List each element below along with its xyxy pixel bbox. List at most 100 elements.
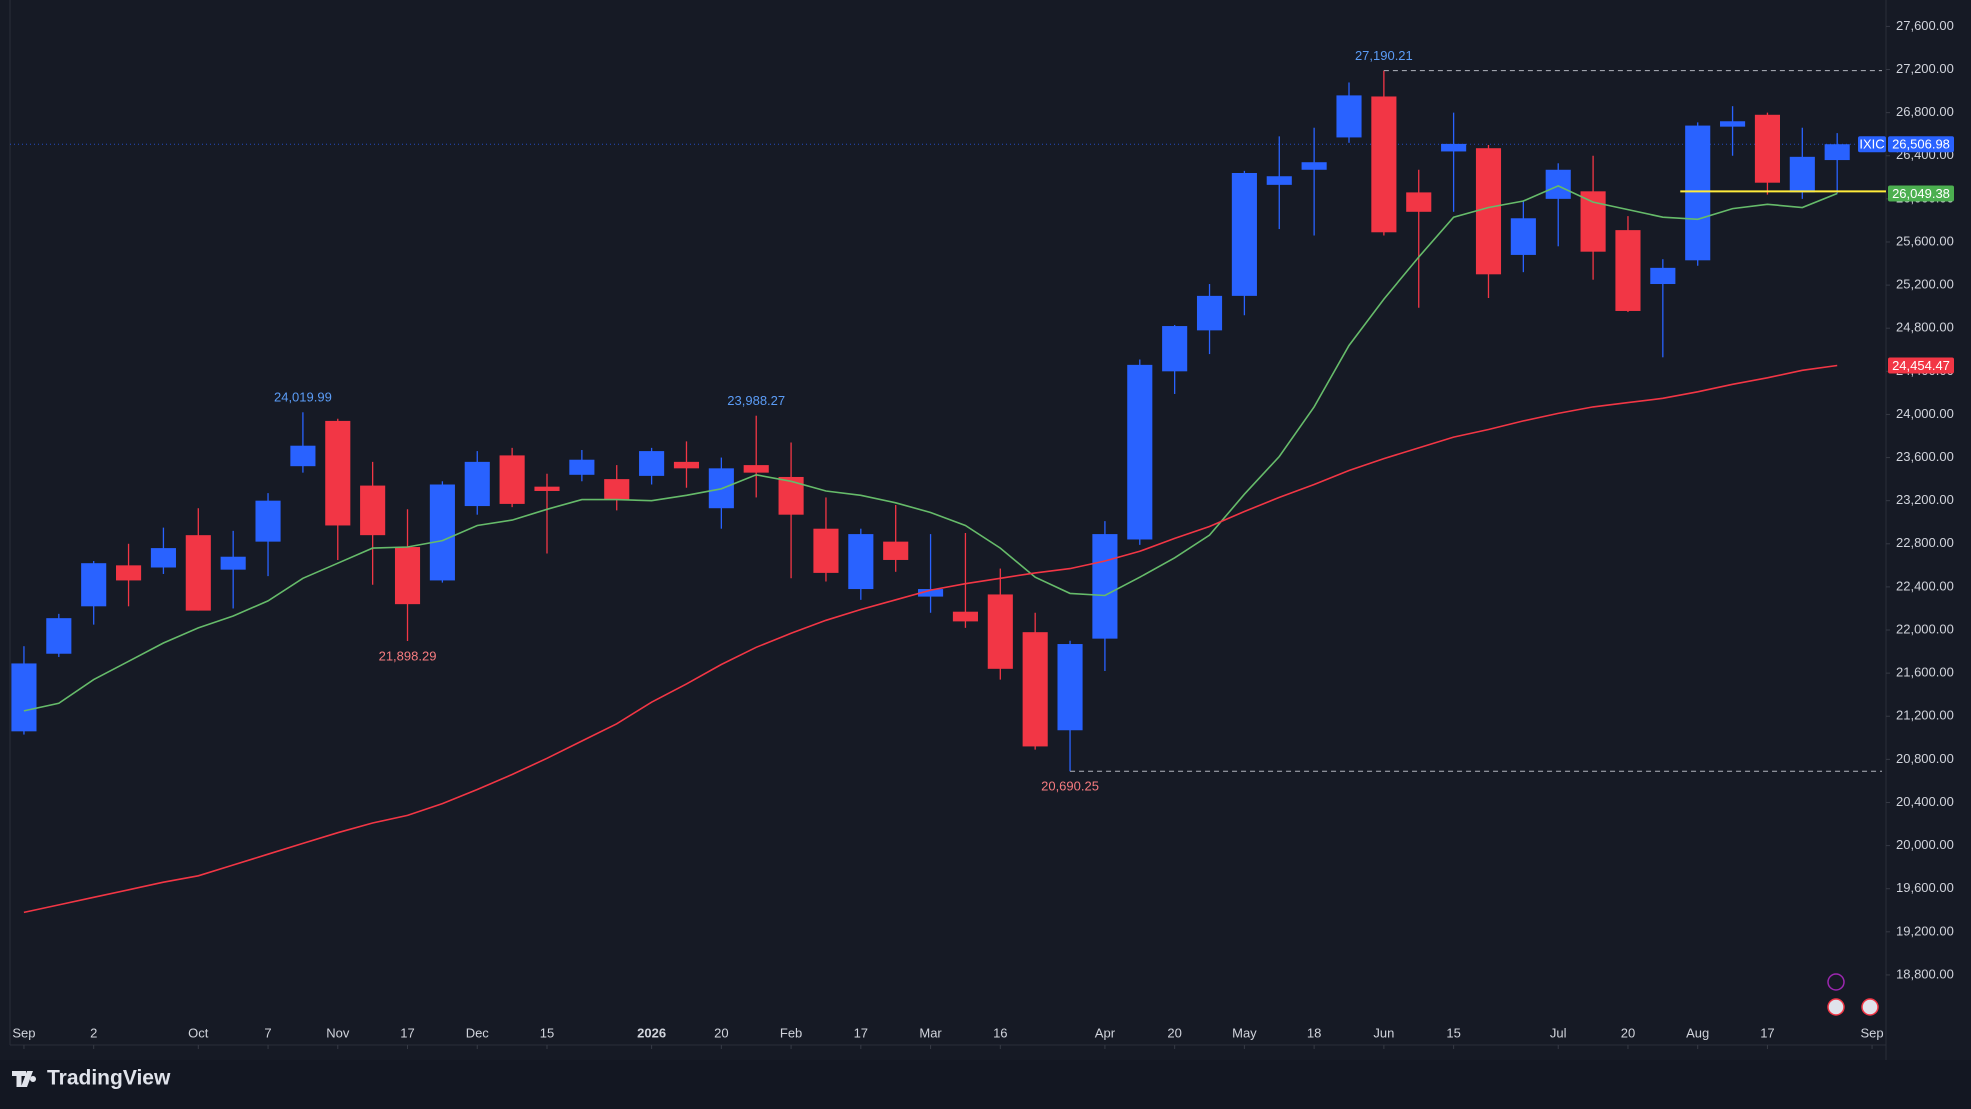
candle-body [1615,230,1641,311]
candle-body [987,594,1013,669]
x-tick-label: Dec [466,1025,490,1040]
y-tick-label: 19,600.00 [1896,880,1954,895]
candle-body [1196,295,1223,331]
price-annotation: 23,988.27 [727,393,785,408]
candle-body [1720,121,1746,127]
price-annotation: 20,690.25 [1041,779,1099,794]
y-tick-label: 21,600.00 [1896,665,1954,680]
y-tick-label: 20,800.00 [1896,751,1954,766]
candle-body [150,548,176,568]
candle-body [1022,632,1048,747]
candle-body [429,484,455,581]
x-tick-label: 20 [714,1025,728,1040]
candle-body [185,535,211,611]
event-icon[interactable] [1861,998,1879,1016]
candle-body [1789,156,1815,193]
y-tick-label: 18,800.00 [1896,966,1954,981]
candle-body [1475,148,1502,275]
candle-body [1406,192,1432,212]
candle-body [813,528,839,573]
x-tick-label: 20 [1621,1025,1635,1040]
x-tick-label: Sep [1860,1025,1883,1040]
y-tick-label: 22,400.00 [1896,578,1954,593]
candle-body [778,476,804,515]
candle-body [116,565,142,581]
x-tick-label: Jun [1373,1025,1394,1040]
candle-body [918,589,944,597]
price-tag-label: 26,506.98 [1892,137,1950,152]
x-tick-label: Jul [1550,1025,1567,1040]
moving-average [23,185,1838,712]
candle-body [360,485,386,536]
candle-body [325,420,351,526]
price-tag-label: 24,454.47 [1892,358,1950,373]
x-tick-label: 15 [540,1025,554,1040]
candle-body [848,534,874,590]
y-tick-label: 20,000.00 [1896,837,1954,852]
candle-body [1301,162,1327,170]
candle-body [1545,169,1571,199]
candle-body [394,547,421,605]
x-tick-label: 2 [90,1025,97,1040]
candle-body [1650,267,1676,285]
price-annotation: 24,019.99 [274,390,332,405]
y-tick-label: 25,200.00 [1896,277,1954,292]
candle-body [673,461,700,469]
y-tick-label: 22,800.00 [1896,535,1954,550]
y-tick-label: 27,600.00 [1896,18,1954,33]
price-tag [1888,185,1954,202]
candle-body [1127,364,1153,540]
candle-body [1162,326,1188,372]
event-icon[interactable] [1827,973,1845,991]
candle-body [1441,143,1467,152]
y-tick-label: 20,400.00 [1896,794,1954,809]
candle-body [569,459,595,475]
x-tick-label: 20 [1167,1025,1181,1040]
candle-body [1371,96,1397,233]
event-icon[interactable] [1827,998,1845,1016]
y-tick-label: 27,200.00 [1896,61,1954,76]
price-tag-label: 26,049.38 [1892,186,1950,201]
candle-body [952,611,978,622]
y-tick-label: 23,200.00 [1896,492,1954,507]
candle-body [464,461,490,507]
x-tick-label: 17 [1760,1025,1774,1040]
price-tag [1888,357,1954,374]
candle-body [1824,144,1850,161]
x-tick-label: 2026 [637,1025,666,1040]
x-tick-label: Aug [1686,1025,1709,1040]
x-tick-label: Mar [919,1025,942,1040]
y-tick-label: 19,200.00 [1896,923,1954,938]
candle-body [1510,218,1536,255]
moving-average [23,364,1838,914]
candle-body [1092,534,1118,639]
candle-body [290,445,316,467]
x-tick-label: 18 [1307,1025,1321,1040]
x-tick-label: 17 [854,1025,868,1040]
x-tick-label: Feb [780,1025,802,1040]
symbol-tag [1858,136,1886,153]
y-tick-label: 24,800.00 [1896,320,1954,335]
candle-body [81,563,107,607]
candle-body [220,556,246,570]
candle-body [499,455,525,504]
y-tick-label: 22,000.00 [1896,621,1954,636]
candle-body [743,465,769,473]
x-tick-label: 7 [264,1025,271,1040]
candle-body [1754,114,1780,183]
y-tick-label: 24,000.00 [1896,406,1954,421]
x-tick-label: Apr [1095,1025,1116,1040]
x-tick-label: 15 [1446,1025,1460,1040]
x-tick-label: Nov [326,1025,350,1040]
logo: TradingView [12,1067,171,1090]
brand: TradingView [47,1067,171,1090]
y-tick-label: 21,200.00 [1896,708,1954,723]
candle-body [534,486,560,491]
candle-body [639,451,665,476]
candle-body [1231,172,1257,296]
candle-body [1266,176,1292,185]
event-icons [1827,973,1879,1016]
candle-body [46,618,72,654]
symbol-tag-label: IXIC [1859,137,1884,152]
